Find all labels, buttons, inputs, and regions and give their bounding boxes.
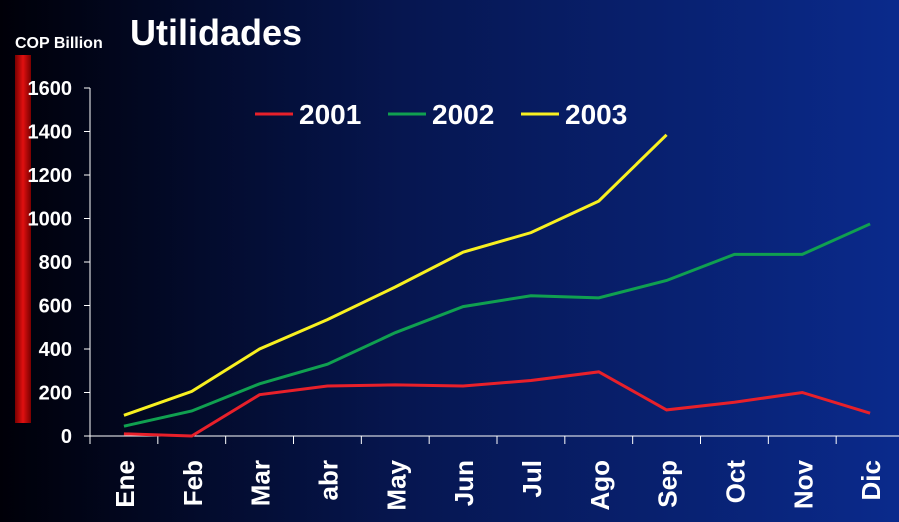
y-tick-label: 1600 [28, 78, 73, 100]
x-tick-label: May [381, 459, 411, 510]
y-axis-label: COP Billion [15, 35, 103, 52]
y-tick-label: 1200 [28, 165, 73, 187]
y-tick-label: 0 [61, 426, 72, 448]
series-line [123, 370, 871, 438]
y-tick-label: 800 [39, 252, 72, 274]
x-tick-label: Nov [788, 459, 818, 509]
y-tick-label: 600 [39, 296, 72, 318]
x-tick-label: Jun [449, 460, 479, 506]
x-tick-label: Ene [110, 460, 140, 508]
series-line [123, 133, 668, 417]
x-tick-label: Dic [856, 460, 886, 500]
x-tick-label: Sep [653, 460, 683, 508]
x-tick-label: Oct [720, 460, 750, 504]
x-tick-label: abr [313, 460, 343, 500]
y-tick-label: 400 [39, 339, 72, 361]
x-tick-label: Jul [517, 460, 547, 498]
x-tick-label: Mar [246, 460, 276, 506]
x-tick-label: Feb [178, 460, 208, 506]
chart-title: Utilidades [130, 12, 302, 53]
x-tick-label: Ago [585, 460, 615, 511]
legend-label: 2003 [565, 99, 627, 130]
y-tick-label: 1000 [28, 209, 73, 231]
series-line [123, 222, 871, 428]
y-tick-label: 1400 [28, 122, 73, 144]
legend-label: 2001 [299, 99, 361, 130]
legend-label: 2002 [432, 99, 494, 130]
y-tick-label: 200 [39, 383, 72, 405]
side-bar [15, 55, 31, 423]
